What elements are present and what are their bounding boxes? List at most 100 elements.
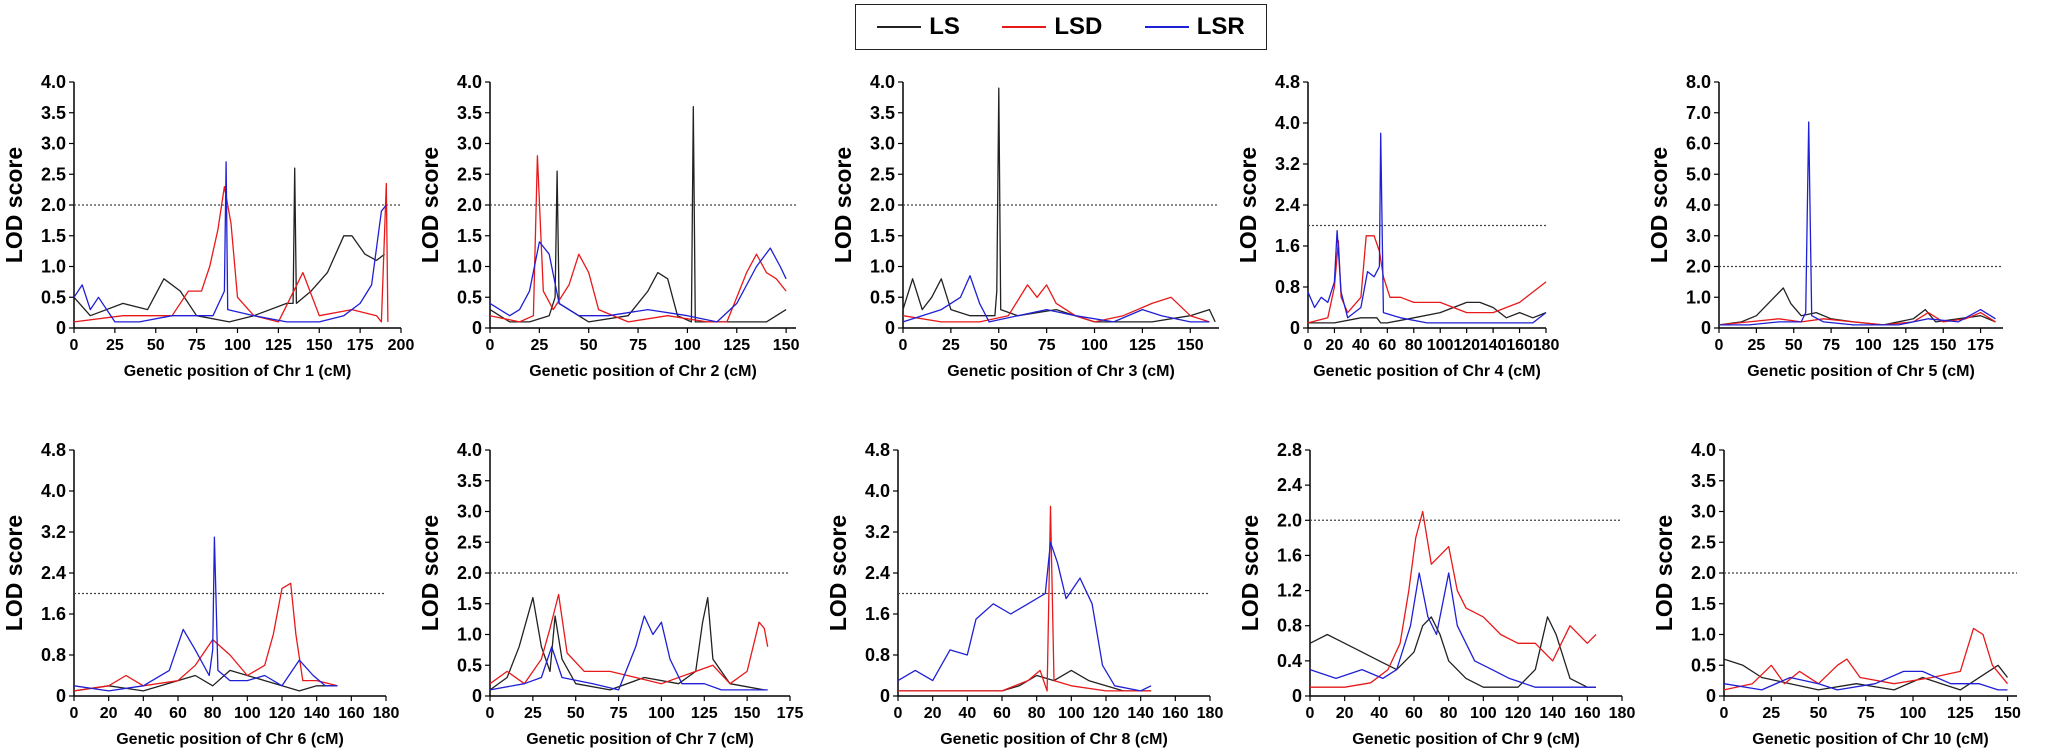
- y-tick-label: 3.0: [457, 502, 482, 522]
- chart-panel-4: 0 0.8 1.6 2.4 3.2 4.0 4.8 0 20 40 60 80 100 120 140 160…: [1235, 72, 1559, 380]
- y-tick-label: 0.5: [870, 287, 895, 307]
- x-tick-label: 50: [147, 337, 165, 354]
- y-tick-label: 2.4: [865, 563, 890, 583]
- series-line-ls: [1723, 658, 2009, 691]
- x-tick-label: 140: [1539, 705, 1566, 722]
- x-tick-label: 125: [723, 337, 750, 354]
- x-tick-label: 0: [1306, 705, 1315, 722]
- series-line-lsr: [897, 541, 1152, 692]
- y-tick-label: 3.0: [1686, 226, 1711, 246]
- y-tick-label: 3.0: [870, 134, 895, 154]
- y-tick-label: 0.5: [457, 655, 482, 675]
- y-tick-label: 0.5: [1691, 655, 1716, 675]
- y-tick-label: 1.0: [41, 257, 66, 277]
- series-line-lsd: [1307, 235, 1547, 324]
- y-tick-label: 1.5: [457, 226, 482, 246]
- x-tick-label: 140: [303, 705, 330, 722]
- x-tick-label: 80: [204, 705, 222, 722]
- x-tick-label: 75: [610, 705, 628, 722]
- x-tick-label: 100: [648, 705, 675, 722]
- y-tick-label: 2.4: [1275, 195, 1300, 215]
- x-tick-label: 150: [1930, 337, 1957, 354]
- y-tick-label: 0.8: [865, 645, 890, 665]
- y-tick-label: 2.8: [1277, 440, 1302, 460]
- y-tick-label: 2.0: [457, 195, 482, 215]
- y-tick-label: 2.4: [1277, 475, 1302, 495]
- y-tick-label: 0: [885, 318, 895, 338]
- y-tick-label: 3.5: [870, 103, 895, 123]
- y-tick-label: 0.8: [41, 645, 66, 665]
- x-tick-label: 80: [1440, 705, 1458, 722]
- y-tick-label: 0.4: [1277, 651, 1302, 671]
- y-tick-label: 4.0: [41, 481, 66, 501]
- series-line-lsd: [73, 182, 389, 323]
- x-tick-label: 40: [134, 705, 152, 722]
- y-tick-label: 2.0: [870, 195, 895, 215]
- x-axis-label: Genetic position of Chr 9 (cM): [1352, 731, 1580, 748]
- series-line-lsr: [1719, 121, 1996, 326]
- y-tick-label: 1.5: [41, 226, 66, 246]
- y-tick-label: 3.5: [457, 103, 482, 123]
- x-tick-label: 125: [1129, 337, 1156, 354]
- x-tick-label: 60: [169, 705, 187, 722]
- series-line-ls: [489, 105, 787, 323]
- y-tick-label: 4.8: [41, 440, 66, 460]
- x-tick-label: 25: [524, 705, 542, 722]
- x-tick-label: 150: [1177, 337, 1204, 354]
- y-axis-label: LOD score: [1, 515, 27, 631]
- series-line-ls: [73, 167, 385, 323]
- y-tick-label: 4.0: [1686, 195, 1711, 215]
- x-tick-label: 180: [1609, 705, 1636, 722]
- y-tick-label: 0: [472, 686, 482, 706]
- x-tick-label: 40: [1352, 337, 1370, 354]
- y-tick-label: 0.8: [1277, 616, 1302, 636]
- y-tick-label: 4.0: [870, 72, 895, 92]
- chart-panel-3: 0 0.5 1.0 1.5 2.0 2.5 3.0 3.5 4.0 0 25 50 75 100 125 15…: [830, 72, 1219, 380]
- x-tick-label: 100: [1470, 705, 1497, 722]
- x-tick-label: 120: [1505, 705, 1532, 722]
- x-tick-label: 200: [388, 337, 415, 354]
- x-tick-label: 50: [1810, 705, 1828, 722]
- y-tick-label: 4.8: [865, 440, 890, 460]
- y-axis-label: LOD score: [1646, 147, 1672, 263]
- y-tick-label: 2.0: [41, 195, 66, 215]
- x-axis-label: Genetic position of Chr 4 (cM): [1313, 363, 1541, 380]
- y-axis-label: LOD score: [417, 515, 443, 631]
- x-tick-label: 100: [1855, 337, 1882, 354]
- legend-label: LSD: [1054, 13, 1103, 40]
- y-tick-label: 2.0: [1277, 510, 1302, 530]
- y-tick-label: 3.0: [457, 134, 482, 154]
- x-tick-label: 120: [1453, 337, 1480, 354]
- x-tick-label: 20: [924, 705, 942, 722]
- series-line-ls: [1309, 616, 1596, 688]
- y-tick-label: 2.0: [457, 563, 482, 583]
- x-tick-label: 0: [486, 705, 495, 722]
- legend-swatch: [877, 26, 922, 28]
- y-axis-label: LOD score: [1651, 515, 1677, 631]
- chart-panel-5: 0 1.0 2.0 3.0 4.0 5.0 6.0 7.0 8.0 0 25 50 75 100 125 15…: [1646, 72, 2003, 380]
- y-tick-label: 1.0: [870, 257, 895, 277]
- x-tick-label: 160: [1506, 337, 1533, 354]
- chart-panel-10: 0 0.5 1.0 1.5 2.0 2.5 3.0 3.5 4.0 0 25 50 75 100 125 15…: [1651, 440, 2021, 748]
- legend-label: LS: [929, 13, 960, 40]
- x-tick-label: 25: [942, 337, 960, 354]
- y-tick-label: 3.2: [865, 522, 890, 542]
- y-axis-label: LOD score: [1, 147, 27, 263]
- x-tick-label: 175: [777, 705, 804, 722]
- legend-item-lsd: LSD: [1002, 13, 1102, 41]
- y-tick-label: 2.5: [457, 532, 482, 552]
- y-tick-label: 3.2: [1275, 154, 1300, 174]
- x-tick-label: 100: [1081, 337, 1108, 354]
- y-axis-label: LOD score: [417, 147, 443, 263]
- chart-panel-9: 0 0.4 0.8 1.2 1.6 2.0 2.4 2.8 0 20 40 60 80 100 120 140…: [1237, 440, 1635, 748]
- x-axis-label: Genetic position of Chr 2 (cM): [529, 363, 757, 380]
- chart-panel-7: 0 0.5 1.0 1.5 2.0 2.5 3.0 3.5 4.0 0 25 50 75 100 125 15…: [417, 440, 803, 748]
- y-tick-label: 1.0: [1691, 625, 1716, 645]
- series-line-ls: [1718, 287, 1996, 326]
- y-tick-label: 7.0: [1686, 103, 1711, 123]
- x-tick-label: 80: [1405, 337, 1423, 354]
- y-tick-label: 0: [1292, 686, 1302, 706]
- series-line-ls: [902, 87, 1216, 323]
- legend-label: LSR: [1196, 13, 1245, 40]
- x-tick-label: 75: [629, 337, 647, 354]
